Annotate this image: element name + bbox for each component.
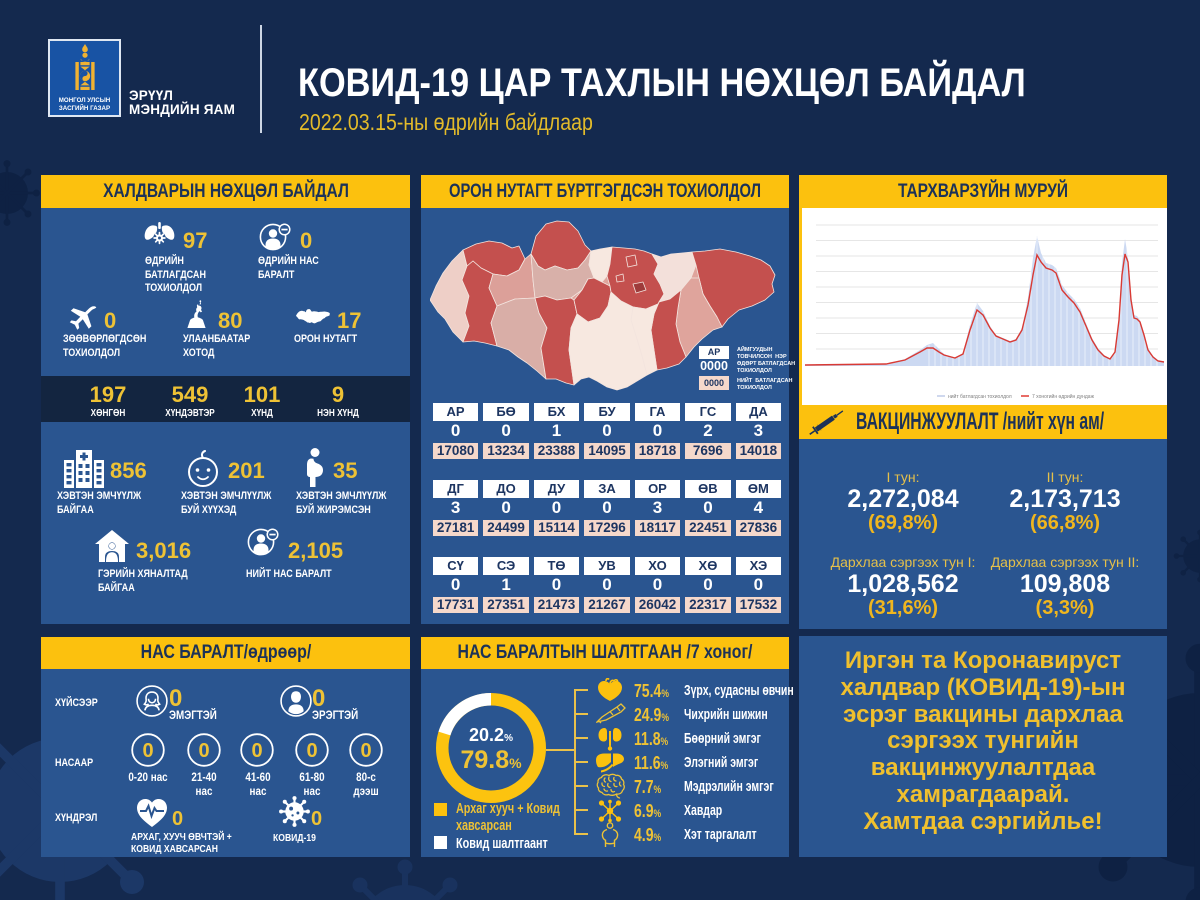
svg-text:7 хоногийн өдрийн дундаж: 7 хоногийн өдрийн дундаж xyxy=(1032,393,1095,400)
svg-text:нийт батлагдсан тохиолдол: нийт батлагдсан тохиолдол xyxy=(948,393,1012,400)
